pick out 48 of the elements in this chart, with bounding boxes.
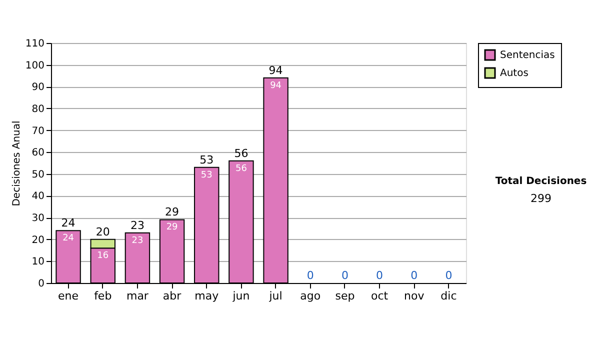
x-tick-label: may [194, 290, 220, 302]
data-label: 23 [132, 236, 144, 246]
total-label: 0 [376, 269, 384, 282]
data-label: 53 [200, 170, 212, 180]
total-label: 20 [96, 225, 110, 238]
y-tick-label: 60 [32, 148, 44, 159]
text: 299 [530, 192, 552, 205]
legend-label: Autos [500, 68, 528, 79]
x-tick-label: jun [232, 290, 250, 302]
data-label: 94 [270, 80, 282, 91]
total-label: 0 [410, 269, 418, 282]
total-label: 0 [445, 269, 452, 282]
x-tick-label: feb [94, 290, 112, 302]
legend-label: Sentencias [500, 50, 555, 61]
x-tick-label: ago [300, 290, 321, 302]
y-tick-label: 110 [25, 38, 44, 50]
y-tick-label: 40 [32, 191, 44, 202]
y-tick-label: 80 [32, 104, 44, 115]
total-label: 94 [268, 64, 283, 77]
x-tick-label: nov [404, 290, 425, 302]
x-tick-label: oct [370, 290, 389, 302]
x-tick-label: mar [126, 290, 149, 302]
x-tick-label: dic [440, 290, 457, 302]
total-label: 29 [165, 206, 180, 219]
data-label: 24 [62, 234, 74, 244]
total-label: 23 [130, 218, 144, 232]
y-tick-label: 30 [32, 213, 44, 224]
total-label: 0 [341, 269, 348, 282]
y-tick-label: 20 [32, 234, 44, 246]
x-tick-label: jul [268, 290, 282, 302]
total-label: 24 [61, 216, 76, 230]
y-tick-label: 90 [32, 82, 44, 94]
y-axis-title: Decisiones Anual [11, 120, 22, 206]
total-label: 0 [306, 269, 314, 282]
y-tick-label: 10 [32, 256, 44, 268]
data-label: 29 [166, 222, 178, 233]
data-label: 16 [97, 251, 109, 262]
total-label: 53 [200, 153, 214, 166]
total-label: 56 [234, 146, 248, 160]
text: Total Decisiones [495, 176, 587, 187]
y-tick-label: 70 [32, 126, 44, 137]
x-tick-label: ene [58, 290, 79, 302]
x-tick-label: sep [335, 290, 355, 302]
data-label: 56 [235, 164, 248, 174]
y-tick-label: 50 [32, 169, 44, 180]
x-tick-label: abr [162, 290, 182, 302]
y-tick-label: 0 [38, 278, 44, 290]
y-tick-label: 100 [25, 60, 44, 72]
